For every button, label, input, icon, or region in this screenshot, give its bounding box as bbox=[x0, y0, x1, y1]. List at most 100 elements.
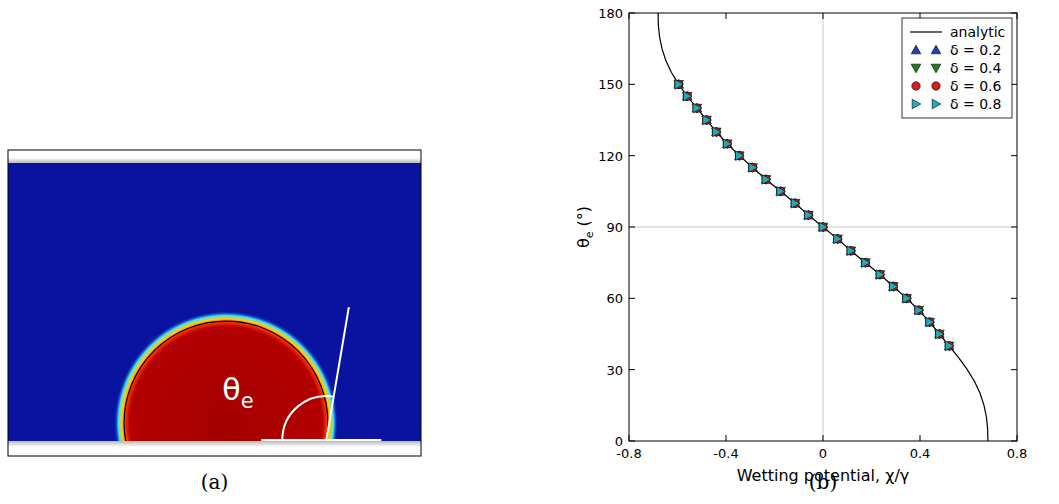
data-point bbox=[914, 305, 924, 314]
x-tick-label: 0.8 bbox=[1007, 446, 1028, 461]
legend-swatch bbox=[912, 99, 921, 109]
data-point bbox=[761, 175, 771, 184]
data-point bbox=[722, 140, 732, 149]
data-point bbox=[804, 211, 814, 220]
x-tick bbox=[823, 435, 824, 441]
data-point bbox=[749, 163, 758, 173]
data-point bbox=[693, 103, 702, 113]
data-point bbox=[791, 199, 799, 207]
legend-label: δ = 0.6 bbox=[950, 78, 1002, 94]
data-point bbox=[723, 140, 731, 148]
data-point bbox=[847, 247, 855, 255]
data-point bbox=[776, 187, 786, 196]
data-point bbox=[915, 305, 924, 315]
data-point bbox=[683, 92, 691, 100]
data-point bbox=[926, 317, 935, 327]
data-point bbox=[790, 199, 800, 208]
y-tick bbox=[629, 298, 635, 299]
y-tick bbox=[629, 369, 635, 370]
legend: analyticδ = 0.2δ = 0.4δ = 0.6δ = 0.8 bbox=[902, 18, 1012, 118]
data-point bbox=[834, 234, 843, 244]
data-point bbox=[748, 163, 758, 172]
y-tick bbox=[629, 84, 635, 85]
y-tick bbox=[629, 227, 635, 228]
x-tick bbox=[726, 435, 727, 441]
data-point bbox=[675, 80, 684, 90]
symbol: θ bbox=[574, 238, 593, 248]
data-point bbox=[692, 104, 702, 113]
x-tick-label: -0.4 bbox=[713, 446, 738, 461]
data-point bbox=[682, 92, 692, 101]
data-point bbox=[945, 341, 954, 351]
data-point bbox=[902, 294, 912, 303]
legend-box bbox=[902, 18, 1012, 118]
data-point bbox=[902, 294, 910, 302]
angle-arc bbox=[282, 396, 333, 440]
data-point bbox=[804, 211, 812, 219]
data-point bbox=[712, 127, 721, 137]
legend-swatch bbox=[931, 45, 941, 54]
data-point bbox=[861, 259, 871, 268]
data-point bbox=[926, 318, 934, 326]
x-tick-label: 0.4 bbox=[910, 446, 931, 461]
y-tick-label: 180 bbox=[598, 6, 623, 21]
y-tick-right bbox=[1011, 155, 1017, 156]
data-point bbox=[902, 294, 912, 303]
data-point bbox=[889, 282, 899, 291]
data-point bbox=[692, 103, 702, 112]
plot-frame bbox=[629, 13, 1017, 441]
data-point bbox=[936, 329, 945, 339]
data-point bbox=[846, 247, 856, 256]
data-point bbox=[876, 270, 884, 278]
data-point bbox=[818, 223, 828, 232]
data-point bbox=[674, 80, 684, 89]
data-point bbox=[712, 127, 722, 136]
data-point bbox=[861, 258, 871, 267]
data-point bbox=[925, 318, 935, 327]
plot-area bbox=[629, 13, 1017, 441]
legend-label: δ = 0.4 bbox=[950, 60, 1002, 76]
legend-swatch bbox=[911, 45, 921, 54]
data-point bbox=[944, 341, 954, 350]
data-point bbox=[889, 282, 898, 292]
y-tick-label: 120 bbox=[598, 149, 623, 164]
data-point bbox=[748, 163, 756, 171]
data-point bbox=[682, 91, 692, 100]
droplet bbox=[114, 311, 338, 441]
data-point bbox=[861, 258, 869, 266]
y-tick-right bbox=[1011, 369, 1017, 370]
data-point bbox=[776, 187, 784, 195]
x-tick-top bbox=[726, 13, 727, 19]
legend-swatch bbox=[911, 64, 921, 73]
data-point bbox=[819, 223, 827, 231]
panel-b: -0.8-0.400.40.80306090120150180Wetting p… bbox=[574, 6, 1027, 494]
data-point bbox=[935, 330, 943, 338]
legend-swatch bbox=[932, 99, 941, 109]
data-point bbox=[762, 175, 771, 185]
data-point bbox=[914, 306, 924, 315]
data-point bbox=[790, 198, 800, 207]
subscript: e bbox=[241, 389, 254, 413]
data-point bbox=[683, 91, 692, 101]
legend-swatch bbox=[910, 31, 942, 32]
data-point bbox=[776, 187, 786, 196]
data-point bbox=[703, 115, 712, 125]
bottom-wall bbox=[8, 441, 421, 456]
unit: (°) bbox=[574, 206, 593, 232]
y-tick-right bbox=[1011, 298, 1017, 299]
y-tick bbox=[629, 155, 635, 156]
droplet-group bbox=[114, 311, 338, 441]
legend-label: δ = 0.2 bbox=[950, 42, 1001, 58]
y-tick-label: 30 bbox=[606, 363, 623, 378]
data-point bbox=[818, 222, 828, 231]
data-point bbox=[862, 258, 871, 268]
panel-a-frame bbox=[8, 150, 421, 456]
legend-label: δ = 0.8 bbox=[950, 96, 1001, 112]
data-point bbox=[819, 222, 828, 232]
symbol: θ bbox=[222, 372, 240, 407]
data-point bbox=[833, 234, 843, 243]
data-point bbox=[945, 342, 953, 350]
x-tick bbox=[920, 435, 921, 441]
data-point bbox=[675, 80, 683, 88]
figure: θe(a)-0.8-0.400.40.80306090120150180Wett… bbox=[0, 0, 1059, 504]
